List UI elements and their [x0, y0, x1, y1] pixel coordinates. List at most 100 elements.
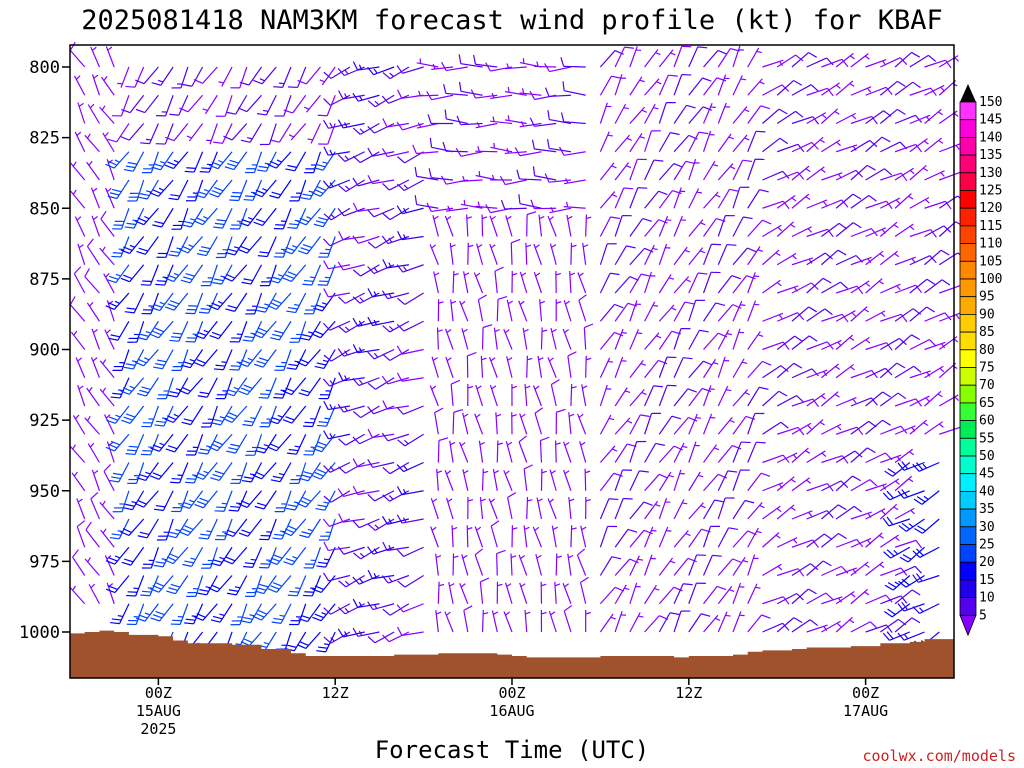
colorbar-swatch: [959, 561, 977, 581]
wind-barb: [479, 577, 490, 604]
wind-barb: [762, 312, 784, 322]
wind-barb: [526, 355, 533, 378]
wind-barb: [504, 87, 527, 96]
wind-barb: [747, 554, 759, 576]
wind-barb: [223, 405, 248, 423]
wind-barb: [865, 561, 885, 576]
wind-barb: [644, 473, 669, 492]
wind-barb: [850, 139, 878, 153]
wind-barb: [820, 108, 840, 124]
wind-barb: [924, 137, 944, 153]
wind-barb: [599, 384, 612, 407]
wind-barb: [629, 273, 651, 294]
wind-barb: [208, 151, 233, 170]
wind-barb: [644, 332, 662, 350]
wind-barb: [924, 365, 945, 379]
wind-barb: [76, 498, 86, 520]
wind-barb: [526, 496, 533, 520]
colorbar-label: 25: [979, 538, 995, 553]
wind-barb: [894, 193, 914, 209]
colorbar-label: 30: [979, 520, 995, 535]
wind-barb: [136, 236, 159, 255]
wind-barb: [531, 139, 557, 153]
wind-barb: [269, 264, 292, 284]
wind-barb: [282, 518, 307, 537]
colorbar-swatch: [959, 437, 977, 457]
wind-barb: [121, 546, 145, 566]
wind-barb: [924, 421, 944, 435]
wind-barb: [894, 507, 915, 520]
wind-barb: [224, 377, 248, 397]
wind-barb: [267, 575, 292, 593]
wind-barb: [474, 413, 484, 435]
wind-barb: [762, 596, 790, 605]
wind-barb: [703, 160, 719, 181]
wind-barb: [112, 349, 130, 371]
wind-barb: [126, 575, 145, 597]
wind-barb: [524, 610, 531, 633]
wind-barb: [367, 94, 395, 108]
wind-barb: [614, 162, 632, 181]
wind-barb: [70, 189, 86, 209]
wind-barb: [644, 584, 660, 605]
wind-barb: [835, 222, 862, 237]
terrain: [70, 630, 954, 678]
wind-barb: [599, 191, 618, 209]
wind-barb: [777, 426, 805, 436]
wind-barb: [253, 349, 277, 368]
wind-barb: [136, 462, 159, 482]
wind-barb: [897, 489, 925, 499]
wind-barb: [444, 109, 468, 125]
y-tick-label: 900: [29, 341, 60, 361]
wind-barb: [352, 598, 380, 609]
wind-barb: [267, 151, 292, 169]
wind-barb: [323, 235, 351, 247]
wind-barb: [352, 344, 380, 354]
wind-barb: [367, 459, 395, 469]
wind-barb: [134, 349, 159, 367]
wind-barb: [747, 360, 772, 379]
wind-barb: [238, 349, 262, 368]
wind-barb: [762, 59, 784, 68]
wind-barb: [599, 49, 624, 68]
wind-barb: [909, 54, 937, 68]
wind-barb: [396, 65, 424, 74]
wind-barb: [223, 546, 248, 565]
wind-barb: [511, 525, 518, 548]
wind-barb: [69, 585, 86, 605]
wind-barb: [559, 146, 586, 156]
wind-barb: [467, 242, 474, 265]
wind-barb: [658, 586, 683, 605]
wind-barb: [367, 288, 395, 298]
wind-barb: [614, 328, 627, 350]
wind-barb: [283, 94, 307, 114]
wind-barb: [614, 215, 632, 237]
wind-barb: [644, 103, 659, 124]
wind-barb: [560, 57, 586, 68]
wind-barb: [732, 469, 750, 491]
colorbar-label: 100: [979, 272, 1002, 287]
colorbar-swatch: [959, 544, 977, 563]
wind-barb: [538, 214, 545, 237]
wind-barb: [184, 151, 204, 173]
wind-barb: [747, 331, 764, 350]
wind-barb: [193, 603, 218, 621]
wind-barb: [274, 349, 292, 371]
wind-barb: [437, 299, 444, 322]
wind-barb: [850, 397, 878, 407]
wind-barb: [353, 546, 380, 560]
wind-barb: [85, 521, 100, 548]
wind-barb: [229, 321, 248, 343]
colorbar-label: 45: [979, 467, 995, 482]
wind-barb: [835, 193, 862, 209]
wind-barb: [103, 464, 115, 492]
wind-barb: [72, 549, 86, 576]
wind-barb: [302, 575, 322, 597]
x-tick-label: 17AUG: [843, 702, 888, 720]
wind-barb: [658, 102, 676, 124]
wind-barb: [259, 264, 277, 287]
wind-barb: [382, 207, 410, 221]
wind-barb: [924, 279, 951, 294]
wind-barb: [791, 619, 819, 633]
